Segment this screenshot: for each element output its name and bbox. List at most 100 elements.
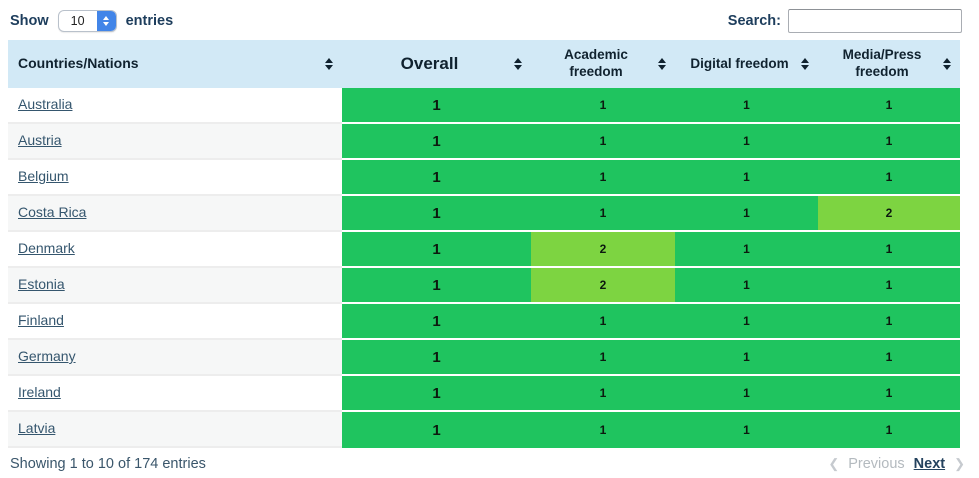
chevron-down-icon [103, 22, 110, 26]
table-row: Belgium 1 1 1 1 [8, 160, 960, 196]
country-cell: Austria [8, 124, 342, 160]
country-cell: Costa Rica [8, 196, 342, 232]
media-score-cell: 1 [818, 340, 960, 376]
media-score-cell: 1 [818, 232, 960, 268]
media-score-cell: 1 [818, 304, 960, 340]
country-cell: Belgium [8, 160, 342, 196]
country-link[interactable]: Costa Rica [18, 204, 87, 220]
sort-icon[interactable] [514, 58, 522, 70]
country-link[interactable]: Latvia [18, 420, 56, 436]
academic-score-cell: 1 [531, 304, 675, 340]
chevron-right-icon: ❯ [954, 456, 965, 471]
table-row: Austria 1 1 1 1 [8, 124, 960, 160]
country-cell: Germany [8, 340, 342, 376]
academic-score-cell: 1 [531, 196, 675, 232]
digital-score-cell: 1 [675, 376, 818, 412]
country-link[interactable]: Ireland [18, 384, 61, 400]
country-link[interactable]: Belgium [18, 168, 69, 184]
chevron-up-icon [103, 16, 110, 20]
media-score-cell: 1 [818, 268, 960, 304]
media-score-cell: 1 [818, 376, 960, 412]
digital-score-cell: 1 [675, 340, 818, 376]
next-button[interactable]: Next [913, 456, 946, 472]
media-score-cell: 1 [818, 160, 960, 196]
country-link[interactable]: Austria [18, 132, 62, 148]
digital-score-cell: 1 [675, 160, 818, 196]
country-cell: Denmark [8, 232, 342, 268]
pagination: ❮ Previous Next ❯ [828, 456, 965, 472]
entries-label: entries [125, 13, 174, 29]
country-link[interactable]: Finland [18, 312, 64, 328]
academic-score-cell: 1 [531, 124, 675, 160]
chevron-left-icon: ❮ [828, 456, 840, 471]
overall-score-cell: 1 [342, 412, 531, 448]
overall-score-cell: 1 [342, 268, 531, 304]
overall-score-cell: 1 [342, 160, 531, 196]
digital-score-cell: 1 [675, 412, 818, 448]
academic-score-cell: 1 [531, 340, 675, 376]
digital-score-cell: 1 [675, 268, 818, 304]
country-cell: Latvia [8, 412, 342, 448]
table-row: Costa Rica 1 1 1 2 [8, 196, 960, 232]
stepper-icon [96, 11, 116, 31]
academic-score-cell: 1 [531, 88, 675, 124]
sort-icon[interactable] [325, 58, 333, 70]
overall-score-cell: 1 [342, 196, 531, 232]
table-row: Estonia 1 2 1 1 [8, 268, 960, 304]
academic-score-cell: 1 [531, 160, 675, 196]
sort-icon[interactable] [658, 58, 666, 70]
table-row: Finland 1 1 1 1 [8, 304, 960, 340]
sort-icon[interactable] [801, 58, 809, 70]
column-header-label: Countries/Nations [18, 55, 139, 72]
table-body: Australia 1 1 1 1 Austria 1 1 1 1 Belgiu… [8, 88, 960, 448]
media-score-cell: 1 [818, 88, 960, 124]
table-row: Latvia 1 1 1 1 [8, 412, 960, 448]
media-score-cell: 1 [818, 124, 960, 160]
freedom-table: Countries/Nations Overall Academic freed… [8, 40, 960, 448]
column-header-countries[interactable]: Countries/Nations [8, 40, 342, 88]
page-length-control: Show 10 entries [10, 10, 173, 32]
overall-score-cell: 1 [342, 232, 531, 268]
entries-select[interactable]: 10 [57, 10, 117, 32]
academic-score-cell: 2 [531, 268, 675, 304]
previous-button[interactable]: Previous [848, 456, 905, 472]
media-score-cell: 2 [818, 196, 960, 232]
table-header: Countries/Nations Overall Academic freed… [8, 40, 960, 88]
overall-score-cell: 1 [342, 304, 531, 340]
column-header-media[interactable]: Media/Press freedom [818, 40, 960, 88]
digital-score-cell: 1 [675, 232, 818, 268]
academic-score-cell: 1 [531, 412, 675, 448]
country-link[interactable]: Denmark [18, 240, 75, 256]
digital-score-cell: 1 [675, 124, 818, 160]
country-cell: Ireland [8, 376, 342, 412]
column-header-digital[interactable]: Digital freedom [675, 40, 818, 88]
overall-score-cell: 1 [342, 340, 531, 376]
table-footer: Showing 1 to 10 of 174 entries ❮ Previou… [0, 448, 979, 472]
table-controls: Show 10 entries Search: [0, 0, 979, 40]
country-cell: Finland [8, 304, 342, 340]
column-header-label: Overall [400, 54, 459, 74]
search-control: Search: [728, 9, 962, 33]
entries-select-value: 10 [70, 14, 85, 28]
table-row: Ireland 1 1 1 1 [8, 376, 960, 412]
overall-score-cell: 1 [342, 88, 531, 124]
country-link[interactable]: Australia [18, 96, 73, 112]
overall-score-cell: 1 [342, 124, 531, 160]
sort-icon[interactable] [943, 58, 951, 70]
column-header-label: Digital freedom [690, 55, 789, 71]
table-row: Denmark 1 2 1 1 [8, 232, 960, 268]
entries-summary: Showing 1 to 10 of 174 entries [10, 456, 206, 472]
column-header-academic[interactable]: Academic freedom [531, 40, 675, 88]
column-header-label: Academic freedom [564, 47, 628, 79]
table-row: Australia 1 1 1 1 [8, 88, 960, 124]
column-header-label: Media/Press freedom [842, 47, 922, 79]
column-header-overall[interactable]: Overall [342, 40, 531, 88]
search-input[interactable] [788, 9, 962, 33]
digital-score-cell: 1 [675, 196, 818, 232]
overall-score-cell: 1 [342, 376, 531, 412]
country-link[interactable]: Germany [18, 348, 76, 364]
country-link[interactable]: Estonia [18, 276, 65, 292]
table-row: Germany 1 1 1 1 [8, 340, 960, 376]
digital-score-cell: 1 [675, 88, 818, 124]
